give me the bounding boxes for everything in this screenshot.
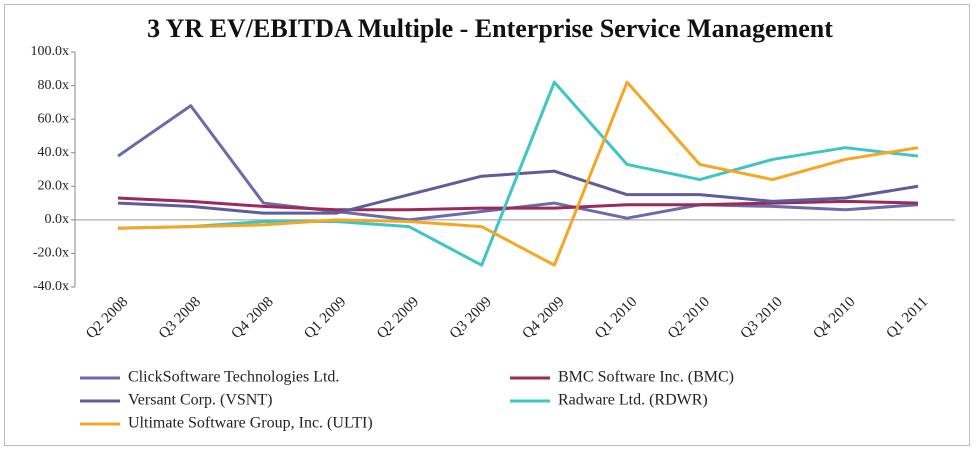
y-tick-label: 0.0x	[45, 212, 70, 227]
y-tick-label: -40.0x	[33, 279, 69, 294]
legend-label: BMC Software Inc. (BMC)	[558, 369, 734, 386]
series-line	[117, 80, 919, 267]
x-tick-label: Q2 2008	[83, 294, 131, 342]
series-line	[117, 196, 919, 212]
chart-frame	[4, 4, 970, 446]
x-tick-label: Q2 2010	[665, 294, 713, 342]
x-tick-label: Q1 2010	[592, 294, 640, 342]
y-tick-label: 40.0x	[38, 145, 70, 160]
x-tick-label: Q1 2009	[301, 294, 349, 342]
y-tick-label: 80.0x	[38, 78, 70, 93]
legend-label: ClickSoftware Technologies Ltd.	[128, 369, 339, 386]
y-tick-label: -20.0x	[33, 246, 69, 261]
x-tick-label: Q4 2009	[519, 294, 567, 342]
x-tick-label: Q3 2010	[738, 294, 786, 342]
y-tick-label: 60.0x	[38, 111, 70, 126]
series-line	[117, 80, 919, 267]
legend-label: Versant Corp. (VSNT)	[128, 392, 272, 409]
chart-title: 3 YR EV/EBITDA Multiple - Enterprise Ser…	[147, 14, 833, 43]
x-tick-label: Q3 2009	[447, 294, 495, 342]
legend-label: Ultimate Software Group, Inc. (ULTI)	[128, 415, 373, 432]
y-tick-label: 100.0x	[31, 44, 70, 59]
y-tick-label: 20.0x	[38, 179, 70, 194]
legend-label: Radware Ltd. (RDWR)	[558, 392, 708, 409]
x-tick-label: Q4 2008	[229, 294, 277, 342]
x-tick-label: Q3 2008	[156, 294, 204, 342]
x-tick-label: Q1 2011	[884, 294, 932, 342]
x-tick-label: Q2 2009	[374, 294, 422, 342]
x-tick-label: Q4 2010	[810, 294, 858, 342]
